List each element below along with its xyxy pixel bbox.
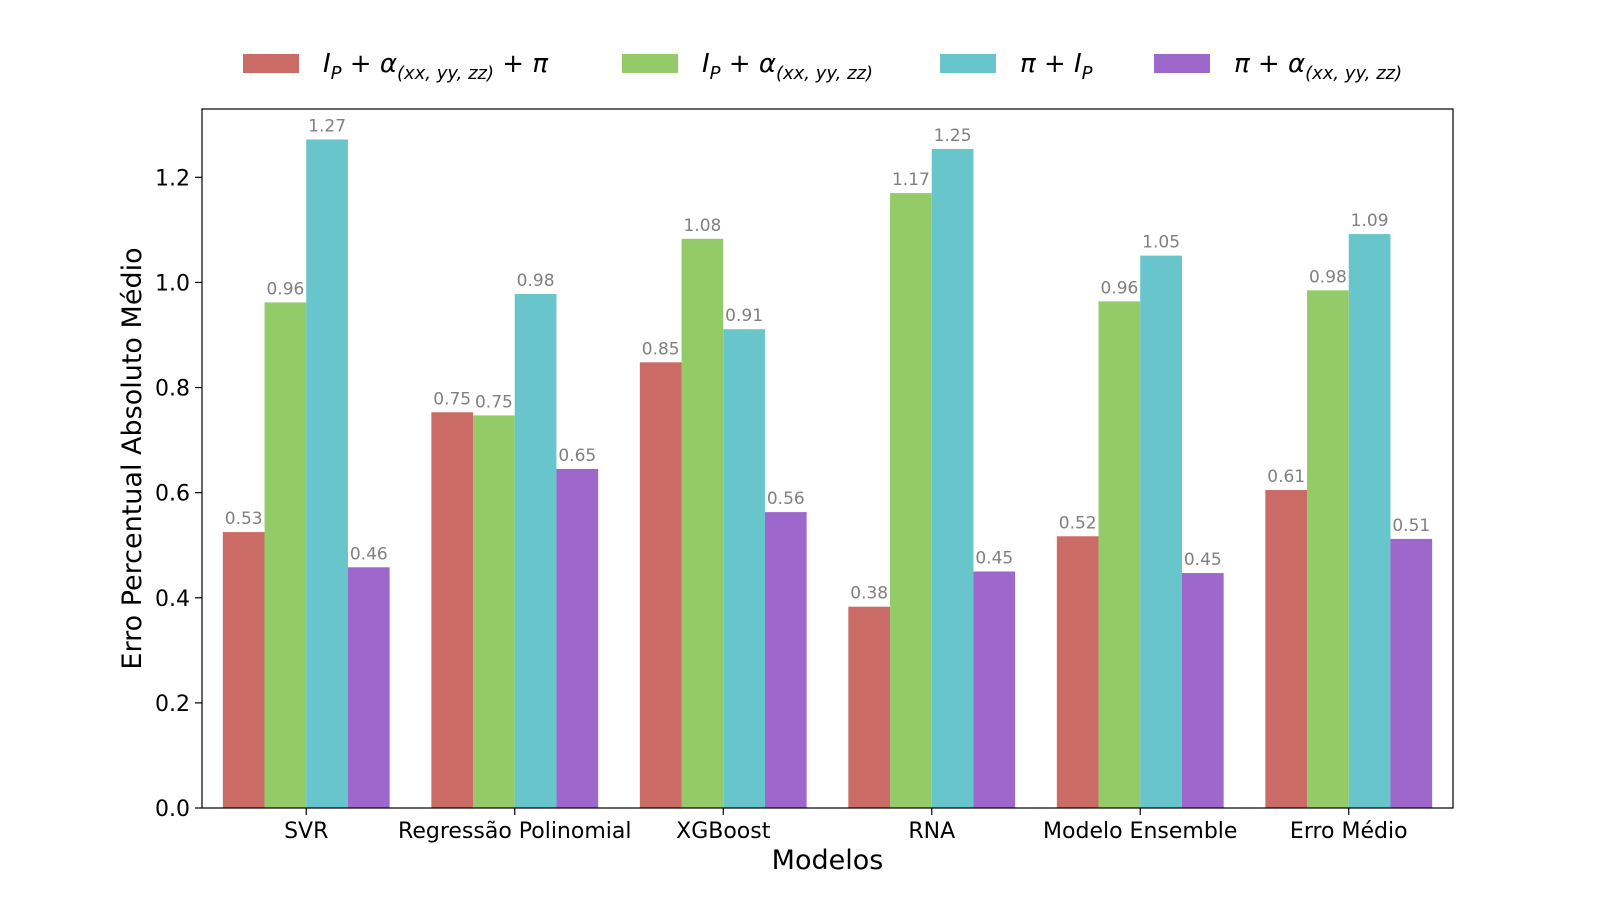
x-tick-label: Modelo Ensemble xyxy=(1043,819,1237,844)
x-axis-title: Modelos xyxy=(772,845,884,876)
legend-text-part: π + I xyxy=(1020,49,1082,79)
bar-s0-c0 xyxy=(222,532,265,808)
data-label-s0-c1: 0.75 xyxy=(433,389,471,409)
bar-s3-c1 xyxy=(556,469,599,808)
bar-s2-c0 xyxy=(306,139,348,809)
legend-subscript: P xyxy=(331,63,342,84)
plot-frame xyxy=(201,108,1454,809)
x-tick-label: Erro Médio xyxy=(1290,819,1408,844)
data-label-s2-c3: 1.25 xyxy=(934,126,972,146)
data-label-s3-c3: 0.45 xyxy=(975,549,1013,569)
x-tick-label: Regressão Polinomial xyxy=(398,819,631,844)
data-label-s2-c4: 1.05 xyxy=(1142,233,1180,253)
bar-s2-c3 xyxy=(931,148,974,808)
bar-s0-c4 xyxy=(1056,536,1099,808)
legend-entry-0: IP​ + α(xx, yy, zz)​ + π xyxy=(323,49,548,84)
legend-text-part: + π xyxy=(494,49,548,79)
legend-text-part: I xyxy=(702,49,710,79)
legend-text-part: + α xyxy=(721,49,776,79)
data-label-s3-c0: 0.46 xyxy=(350,544,388,564)
y-axis-title: Erro Percentual Absoluto Médio xyxy=(117,247,148,669)
bar-s0-c3 xyxy=(848,606,891,808)
bar-s3-c2 xyxy=(764,512,807,808)
bar-s1-c5 xyxy=(1307,290,1349,808)
x-axis: SVR Regressão Polinomial XGBoost RNA Modelo … xyxy=(284,808,1408,844)
data-label-s2-c2: 0.91 xyxy=(725,306,763,326)
data-label-s1-c1: 0.75 xyxy=(475,392,513,412)
bar-s2-c4 xyxy=(1140,255,1182,808)
bar-s3-c4 xyxy=(1181,573,1224,808)
data-label-s2-c0: 1.27 xyxy=(308,116,346,136)
legend-swatch-3 xyxy=(1154,54,1210,73)
bars-layer xyxy=(222,139,1433,809)
y-tick-label: 0.4 xyxy=(155,587,190,612)
x-tick-label: XGBoost xyxy=(676,819,771,844)
x-tick-label: RNA xyxy=(908,819,955,844)
data-label-s2-c5: 1.09 xyxy=(1351,211,1389,231)
legend-entry-1: IP​ + α(xx, yy, zz)​ xyxy=(702,49,873,84)
legend-text-part: + α xyxy=(342,49,397,79)
bar-s0-c2 xyxy=(639,362,682,808)
data-label-s0-c4: 0.52 xyxy=(1059,513,1097,533)
y-tick-label: 0.0 xyxy=(155,797,190,822)
data-label-s1-c2: 1.08 xyxy=(683,216,721,236)
y-tick-label: 0.2 xyxy=(155,692,190,717)
legend-subscript: (xx, yy, zz) xyxy=(397,63,494,84)
legend-swatch-1 xyxy=(622,54,678,73)
bar-s0-c1 xyxy=(431,412,474,808)
legend: IP​ + α(xx, yy, zz)​ + πIP​ + α(xx, yy, … xyxy=(243,49,1402,84)
y-axis: 0.0 0.2 0.4 0.6 0.8 1.0 1.2 xyxy=(155,166,202,822)
y-tick-label: 0.8 xyxy=(155,377,190,402)
bar-s1-c2 xyxy=(681,238,724,808)
legend-swatch-2 xyxy=(940,54,996,73)
legend-subscript: P xyxy=(710,63,721,84)
legend-entry-3: π + α(xx, yy, zz)​ xyxy=(1234,49,1402,84)
data-label-s1-c5: 0.98 xyxy=(1309,267,1347,287)
bar-s1-c0 xyxy=(264,302,307,808)
data-label-s0-c0: 0.53 xyxy=(225,509,263,529)
bar-s1-c3 xyxy=(890,193,932,809)
y-tick-label: 1.0 xyxy=(155,271,190,296)
data-label-s1-c0: 0.96 xyxy=(266,279,304,299)
data-label-s0-c3: 0.38 xyxy=(850,584,888,604)
bar-s3-c5 xyxy=(1390,538,1433,808)
legend-subscript: P xyxy=(1082,63,1093,84)
x-tick-label: SVR xyxy=(284,819,328,844)
bar-s2-c5 xyxy=(1348,234,1391,808)
bar-s2-c1 xyxy=(514,294,557,808)
data-label-s0-c2: 0.85 xyxy=(642,339,680,359)
legend-subscript: (xx, yy, zz) xyxy=(776,63,873,84)
data-label-s3-c4: 0.45 xyxy=(1184,550,1222,570)
legend-swatch-0 xyxy=(243,54,299,73)
y-tick-label: 0.6 xyxy=(155,482,190,507)
data-label-s2-c1: 0.98 xyxy=(517,271,555,291)
legend-text-part: I xyxy=(323,49,331,79)
data-label-s1-c3: 1.17 xyxy=(892,170,930,190)
data-label-s1-c4: 0.96 xyxy=(1100,278,1138,298)
data-label-s3-c5: 0.51 xyxy=(1392,516,1430,536)
bar-s0-c5 xyxy=(1265,490,1308,808)
data-label-s3-c2: 0.56 xyxy=(767,489,805,509)
legend-entry-2: π + IP​ xyxy=(1020,49,1093,84)
bar-s1-c1 xyxy=(473,415,515,808)
bar-s3-c3 xyxy=(973,571,1016,808)
legend-text-part: π + α xyxy=(1234,49,1305,79)
legend-subscript: (xx, yy, zz) xyxy=(1305,63,1402,84)
bar-s3-c0 xyxy=(347,567,390,808)
y-tick-label: 1.2 xyxy=(155,166,190,191)
data-labels-layer: 0.53 0.96 1.27 0.46 0.75 0.75 0.98 0.65 0.85 1.08… xyxy=(225,116,1430,603)
data-label-s3-c1: 0.65 xyxy=(558,446,596,466)
bar-s2-c2 xyxy=(723,329,765,808)
bar-s1-c4 xyxy=(1098,301,1141,808)
data-label-s0-c5: 0.61 xyxy=(1267,467,1305,487)
